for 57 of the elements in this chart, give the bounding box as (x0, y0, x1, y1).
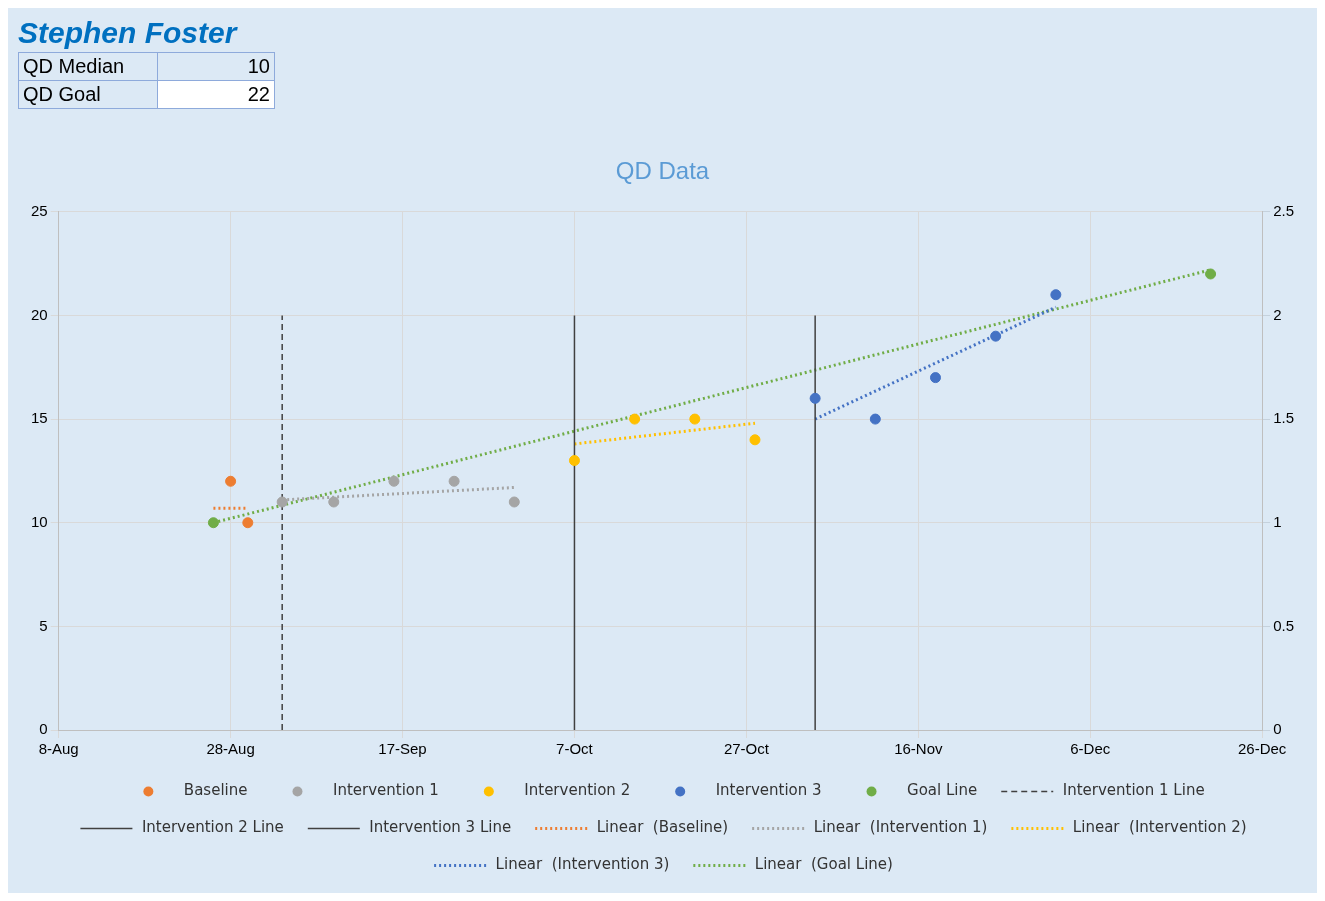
legend-label: Intervention 3 (715, 781, 822, 800)
point (276, 496, 288, 508)
legend-label: Linear (Goal Line) (754, 855, 893, 874)
point (568, 455, 580, 467)
x-tick-label: 16-Nov (894, 740, 943, 758)
legend-label: Intervention 1 Line (1062, 781, 1205, 800)
text: QD Goal (18, 80, 158, 109)
y-tick-label: 0 (39, 720, 48, 738)
point (929, 372, 941, 384)
x-tick-label: 17-Sep (378, 740, 427, 758)
y-tick-label: 20 (31, 305, 48, 323)
y-tick-label: 5 (39, 616, 48, 634)
text: Stephen Foster (18, 15, 239, 51)
legend-label: Intervention 2 Line (141, 818, 284, 837)
point (1050, 289, 1062, 301)
legend-label: Intervention 3 Line (369, 818, 512, 837)
y-tick-label: 15 (31, 409, 48, 427)
y2-tick-label: 0.5 (1273, 616, 1295, 634)
point (689, 413, 701, 425)
x-tick-label: 7-Oct (556, 740, 594, 758)
legend-label: Linear (Baseline) (596, 818, 729, 837)
legend-label: Intervention 2 (524, 781, 631, 800)
legend-label: Linear (Intervention 3) (495, 855, 670, 874)
y2-tick-label: 2.5 (1273, 201, 1295, 219)
point (328, 496, 340, 508)
x-tick-label: 8-Aug (38, 740, 79, 758)
text: 22 (157, 80, 275, 109)
point (448, 475, 460, 487)
point (869, 413, 881, 425)
x-tick-label: 26-Dec (1237, 740, 1287, 758)
legend-label: Goal Line (907, 781, 978, 800)
y2-tick-label: 2 (1273, 305, 1282, 323)
x-tick-label: 28-Aug (206, 740, 255, 758)
y2-tick-label: 1 (1273, 512, 1282, 530)
point (225, 475, 237, 487)
legend-label: Intervention 1 (332, 781, 439, 800)
point (629, 413, 641, 425)
legend-label: Linear (Intervention 2) (1072, 818, 1247, 837)
y2-tick-label: 0 (1273, 720, 1282, 738)
point (809, 392, 821, 404)
legend-label: Linear (Intervention 1) (813, 818, 988, 837)
point (749, 434, 761, 446)
chart-title: QD Data (615, 157, 710, 185)
point (388, 475, 400, 487)
point (1205, 268, 1217, 280)
x-tick-label: 27-Oct (723, 740, 770, 758)
point (207, 517, 219, 529)
point (508, 496, 520, 508)
text: 10 (157, 52, 275, 81)
x-tick-label: 6-Dec (1070, 740, 1111, 758)
y-tick-label: 25 (31, 201, 48, 219)
legend-label: Baseline (183, 781, 248, 800)
text: QD Median (18, 52, 158, 81)
point (990, 330, 1002, 342)
y2-tick-label: 1.5 (1273, 409, 1295, 427)
point (242, 517, 254, 529)
y-tick-label: 10 (31, 512, 48, 530)
